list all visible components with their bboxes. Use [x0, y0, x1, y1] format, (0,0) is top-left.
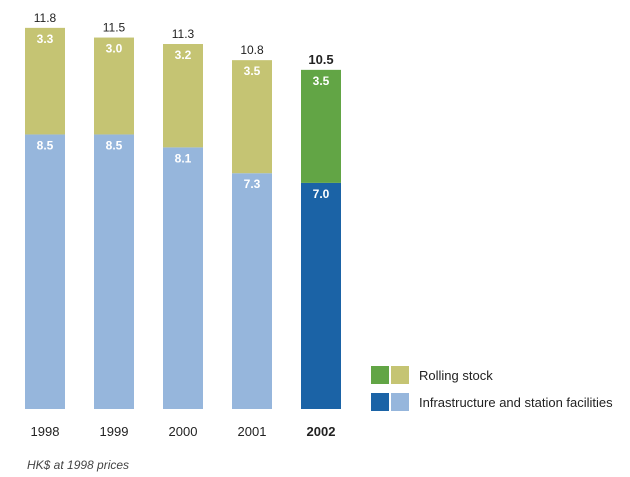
bar-rolling-stock-2002	[301, 69, 341, 183]
bar-rolling-stock-1998	[25, 27, 65, 135]
legend-swatch-infrastructure	[391, 393, 409, 411]
label-infrastructure-2002: 7.0	[313, 187, 330, 201]
bar-rolling-stock-2001	[232, 60, 272, 174]
label-infrastructure-1998: 8.5	[37, 138, 54, 152]
label-total-1999: 11.5	[103, 21, 126, 35]
bar-infrastructure-1999	[94, 134, 134, 409]
x-tick-2002: 2002	[307, 424, 336, 439]
x-tick-1999: 1999	[100, 424, 129, 439]
x-tick-2000: 2000	[169, 424, 198, 439]
legend-swatch-infrastructure-highlight	[371, 393, 389, 411]
label-infrastructure-2001: 7.3	[244, 177, 261, 191]
label-rolling-stock-1999: 3.0	[106, 42, 123, 56]
label-total-2001: 10.8	[240, 43, 264, 57]
x-axis: 1998 1999 2000 2001 2002	[31, 424, 336, 439]
label-rolling-stock-2000: 3.2	[175, 48, 192, 62]
footnote: HK$ at 1998 prices	[27, 458, 130, 472]
legend-label-infrastructure: Infrastructure and station facilities	[419, 395, 613, 410]
labels-group: 8.5 3.3 11.8 8.5 3.0 11.5 8.1 3.2 11.3 7.3 3.5 10.8…	[34, 11, 334, 201]
label-total-2000: 11.3	[172, 27, 195, 41]
bar-infrastructure-1998	[25, 134, 65, 409]
legend: Rolling stock Infrastructure and station…	[371, 366, 613, 411]
label-rolling-stock-2001: 3.5	[244, 64, 261, 78]
label-infrastructure-1999: 8.5	[106, 138, 123, 152]
label-rolling-stock-2002: 3.5	[313, 74, 330, 88]
bar-infrastructure-2001	[232, 173, 272, 409]
legend-swatch-rolling-stock	[391, 366, 409, 384]
bar-rolling-stock-1999	[94, 37, 134, 135]
legend-label-rolling-stock: Rolling stock	[419, 368, 493, 383]
label-total-2002: 10.5	[308, 52, 333, 67]
label-infrastructure-2000: 8.1	[175, 151, 192, 165]
bar-infrastructure-2002	[301, 182, 341, 409]
x-tick-1998: 1998	[31, 424, 60, 439]
bars-group	[25, 27, 341, 409]
bar-infrastructure-2000	[163, 147, 203, 409]
x-tick-2001: 2001	[238, 424, 267, 439]
label-rolling-stock-1998: 3.3	[37, 32, 54, 46]
legend-swatch-rolling-stock-highlight	[371, 366, 389, 384]
bar-rolling-stock-2000	[163, 44, 203, 148]
label-total-1998: 11.8	[34, 11, 57, 25]
